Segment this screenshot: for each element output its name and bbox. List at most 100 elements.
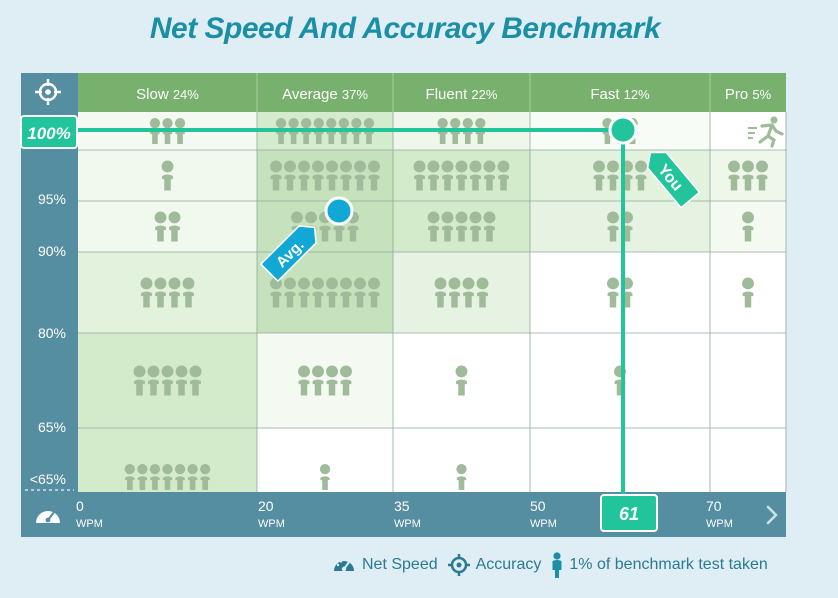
person-icon bbox=[275, 118, 287, 144]
person-icon bbox=[174, 464, 186, 490]
person-icon bbox=[312, 160, 324, 191]
person-icon bbox=[162, 464, 173, 490]
runner-body bbox=[758, 123, 784, 148]
person-head bbox=[455, 365, 468, 378]
person-body bbox=[200, 476, 210, 490]
person-body bbox=[175, 130, 185, 144]
person-icon bbox=[298, 365, 310, 396]
chevron-right-icon[interactable] bbox=[766, 505, 778, 525]
person-body bbox=[477, 291, 488, 308]
person-icon bbox=[298, 160, 310, 191]
person-icon bbox=[340, 365, 352, 396]
person-body bbox=[742, 174, 754, 191]
person-body bbox=[456, 225, 467, 242]
person-head bbox=[312, 365, 324, 378]
person-icon bbox=[288, 118, 299, 144]
person-head bbox=[326, 160, 338, 173]
person-icon bbox=[162, 118, 173, 144]
person-head bbox=[728, 160, 740, 173]
you-speed-badge bbox=[600, 494, 658, 532]
person-icon bbox=[469, 211, 482, 242]
person-icon bbox=[475, 118, 486, 144]
person-icon bbox=[140, 277, 153, 308]
column-header-fluent: Fluent 22% bbox=[426, 86, 498, 103]
speedometer-needle bbox=[47, 511, 55, 521]
person-body bbox=[340, 291, 352, 308]
person-head bbox=[291, 211, 303, 224]
person-head bbox=[455, 211, 468, 224]
person-body bbox=[326, 379, 338, 396]
y-tick-label: 95% bbox=[38, 191, 66, 207]
crosshair-icon bbox=[35, 79, 61, 105]
person-icon bbox=[182, 277, 195, 308]
person-body bbox=[339, 130, 349, 144]
person-body bbox=[270, 291, 282, 308]
person-icon bbox=[476, 277, 489, 308]
person-head bbox=[455, 160, 468, 173]
person-icon bbox=[137, 464, 148, 490]
person-body bbox=[187, 476, 198, 490]
person-icon bbox=[298, 277, 310, 308]
person-body bbox=[312, 379, 324, 396]
person-body bbox=[162, 174, 173, 191]
person-head bbox=[476, 277, 489, 290]
person-body bbox=[456, 476, 467, 490]
person-icon bbox=[437, 118, 448, 144]
person-head bbox=[469, 160, 482, 173]
column-header-label: Fast bbox=[590, 86, 623, 103]
person-icon bbox=[354, 277, 366, 308]
person-head bbox=[462, 277, 475, 290]
person-body bbox=[298, 291, 310, 308]
person-head bbox=[593, 160, 605, 173]
person-icon bbox=[742, 160, 754, 191]
person-head bbox=[338, 118, 349, 129]
person-head bbox=[162, 118, 173, 129]
person-head bbox=[161, 365, 174, 378]
you-speed-value: 61 bbox=[619, 504, 639, 524]
person-icon bbox=[147, 365, 160, 396]
person-head bbox=[187, 464, 198, 475]
person-head bbox=[275, 118, 287, 129]
person-icon bbox=[161, 160, 174, 191]
legend: Net Speed Accuracy 1% of benchmark test … bbox=[332, 552, 768, 578]
person-icon bbox=[168, 211, 181, 242]
person-head bbox=[340, 160, 352, 173]
person-icon bbox=[133, 365, 146, 396]
person-body bbox=[607, 225, 619, 242]
you-accuracy-badge bbox=[20, 115, 78, 149]
person-icon bbox=[154, 211, 167, 242]
person-body bbox=[449, 291, 460, 308]
person-head bbox=[270, 160, 282, 173]
person-head bbox=[413, 160, 426, 173]
x-axis-bar bbox=[21, 492, 786, 537]
person-body bbox=[347, 225, 359, 242]
person-head bbox=[462, 118, 473, 129]
person-head bbox=[149, 464, 161, 475]
person-icon bbox=[607, 160, 619, 191]
person-head bbox=[326, 118, 337, 129]
y-tick-label: 65% bbox=[38, 419, 66, 435]
person-body bbox=[442, 225, 453, 242]
person-body bbox=[607, 291, 619, 308]
person-body bbox=[162, 476, 173, 490]
grid-cell bbox=[710, 333, 786, 428]
person-icon bbox=[728, 160, 740, 191]
person-head bbox=[174, 118, 186, 129]
person-body bbox=[150, 130, 160, 144]
crosshair-icon bbox=[447, 554, 470, 576]
person-head bbox=[298, 365, 310, 378]
person-icon bbox=[340, 160, 352, 191]
person-head bbox=[326, 277, 338, 290]
person-body bbox=[137, 476, 148, 490]
person-head bbox=[448, 277, 461, 290]
x-tick-unit: WPM bbox=[394, 518, 421, 530]
person-head bbox=[756, 160, 768, 173]
person-body bbox=[635, 174, 647, 191]
person-head bbox=[456, 464, 467, 475]
person-head bbox=[301, 118, 312, 129]
person-icon bbox=[284, 160, 296, 191]
crosshair-dot bbox=[45, 89, 51, 95]
person-body bbox=[169, 291, 180, 308]
person-body bbox=[312, 174, 324, 191]
person-body bbox=[284, 291, 296, 308]
